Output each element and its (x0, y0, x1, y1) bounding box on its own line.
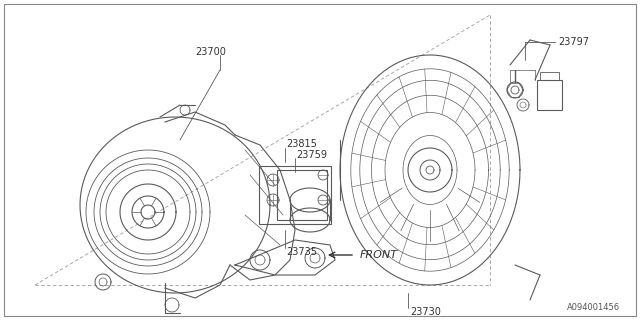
Text: 23735: 23735 (286, 247, 317, 257)
Text: 23700: 23700 (195, 47, 226, 57)
Bar (259, 166, 331, 224)
Text: FRONT: FRONT (360, 250, 398, 260)
Text: 23759: 23759 (296, 150, 327, 160)
Bar (537, 80, 562, 110)
Text: 23797: 23797 (558, 37, 589, 47)
Bar (540, 72, 559, 80)
Text: 23730: 23730 (410, 307, 441, 317)
Bar (277, 170, 327, 220)
Text: A094001456: A094001456 (567, 303, 620, 312)
Text: 23815: 23815 (286, 139, 317, 149)
